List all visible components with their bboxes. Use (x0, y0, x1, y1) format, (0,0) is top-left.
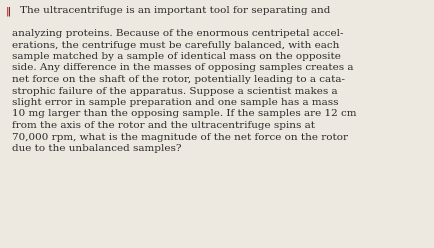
Text: strophic failure of the apparatus. Suppose a scientist makes a: strophic failure of the apparatus. Suppo… (12, 87, 337, 95)
Text: ‖: ‖ (6, 6, 11, 15)
Text: slight error in sample preparation and one sample has a mass: slight error in sample preparation and o… (12, 98, 338, 107)
Text: 70,000 rpm, what is the magnitude of the net force on the rotor: 70,000 rpm, what is the magnitude of the… (12, 132, 347, 142)
Text: sample matched by a sample of identical mass on the opposite: sample matched by a sample of identical … (12, 52, 340, 61)
Text: side. Any difference in the masses of opposing samples creates a: side. Any difference in the masses of op… (12, 63, 353, 72)
Text: from the axis of the rotor and the ultracentrifuge spins at: from the axis of the rotor and the ultra… (12, 121, 314, 130)
Text: 10 mg larger than the opposing sample. If the samples are 12 cm: 10 mg larger than the opposing sample. I… (12, 110, 356, 119)
Text: net force on the shaft of the rotor, potentially leading to a cata-: net force on the shaft of the rotor, pot… (12, 75, 344, 84)
Text: analyzing proteins. Because of the enormous centripetal accel-: analyzing proteins. Because of the enorm… (12, 29, 343, 38)
Text: The ultracentrifuge is an important tool for separating and: The ultracentrifuge is an important tool… (20, 6, 329, 15)
Text: erations, the centrifuge must be carefully balanced, with each: erations, the centrifuge must be careful… (12, 40, 339, 50)
Text: due to the unbalanced samples?: due to the unbalanced samples? (12, 144, 181, 153)
